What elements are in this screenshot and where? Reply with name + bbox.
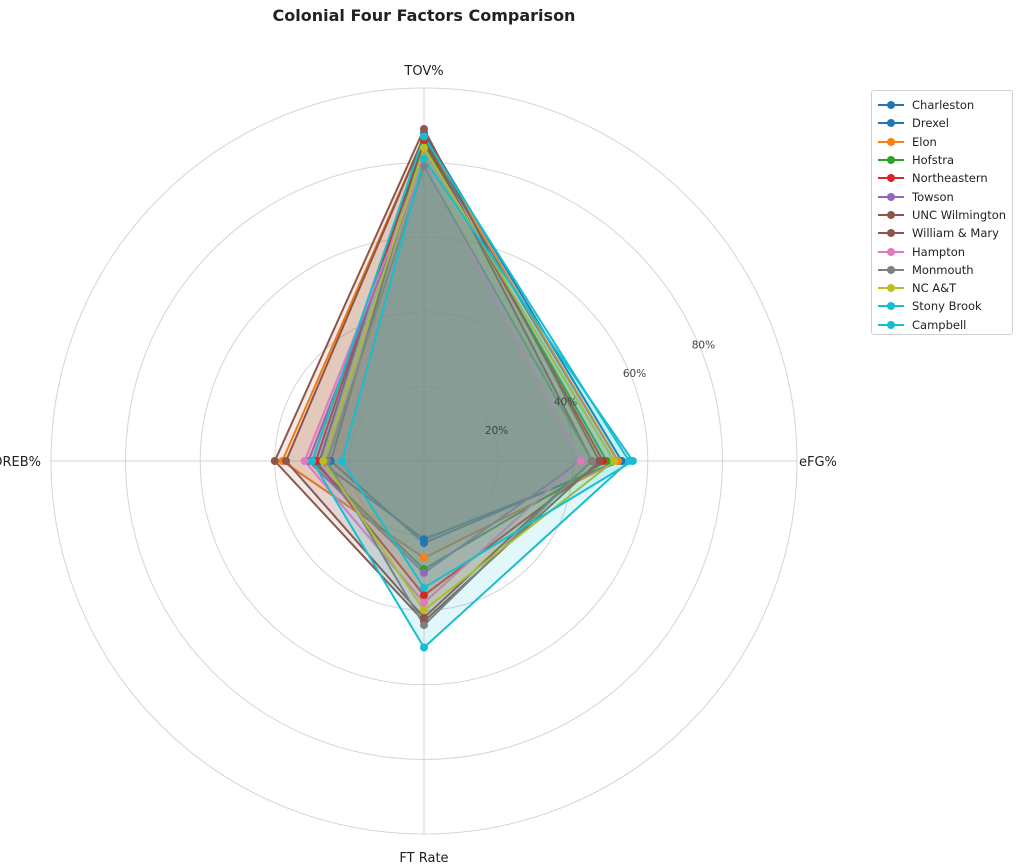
legend-swatch-9: [878, 247, 904, 257]
series-point-13-1: [628, 457, 637, 465]
legend-label-5: Northeastern: [912, 171, 988, 186]
legend-label-8: William & Mary: [912, 226, 999, 241]
legend-label-2: Drexel: [912, 116, 949, 131]
legend-swatch-4: [878, 155, 904, 165]
axis-label-4: FT Rate: [399, 851, 448, 866]
series-layer: [270, 125, 637, 652]
series-point-11-3: [319, 457, 328, 465]
legend-swatch-8: [878, 228, 904, 238]
series-point-2-4: [420, 539, 428, 548]
series-point-9-1: [576, 457, 585, 465]
series-point-9-4: [420, 598, 428, 607]
legend-label-4: Hofstra: [912, 153, 955, 168]
series-point-13-3: [337, 457, 346, 465]
series-point-12-4: [420, 643, 428, 652]
axis-label-1: eFG%: [799, 455, 837, 470]
ring-label-2: 40%: [554, 396, 577, 408]
legend-item-13: Campbell: [878, 316, 1012, 334]
legend-item-6: Towson: [878, 187, 1012, 205]
series-point-10-1: [587, 457, 596, 465]
series-point-8-3: [270, 457, 279, 465]
series-point-5-4: [420, 591, 428, 600]
legend-label-12: Stony Brook: [912, 299, 982, 314]
series-point-3-4: [420, 554, 428, 562]
legend-item-3: Elon: [878, 133, 1012, 151]
legend-label-3: Elon: [912, 134, 937, 149]
series-point-8-1: [595, 457, 604, 465]
radar-chart: 20% 40% 60% 80% eFG% TOV% OREB% FT Rate: [0, 64, 837, 866]
legend-swatch-7: [878, 210, 904, 220]
series-point-10-2: [420, 162, 428, 171]
legend-item-2: Drexel: [878, 114, 1012, 132]
legend-swatch-13: [878, 320, 904, 330]
series-point-11-4: [420, 606, 428, 615]
labels-layer: 20% 40% 60% 80% eFG% TOV% OREB% FT Rate: [0, 64, 837, 866]
legend-label-7: UNC Wilmington: [912, 207, 1007, 222]
series-point-9-3: [300, 457, 309, 465]
legend-label-9: Hampton: [912, 244, 966, 259]
legend-item-10: Monmouth: [878, 261, 1012, 279]
legend-label-10: Monmouth: [912, 262, 974, 277]
legend-label-13: Campbell: [912, 317, 967, 332]
series-point-6-4: [420, 568, 428, 577]
legend-swatch-11: [878, 283, 904, 293]
axis-label-2: TOV%: [403, 64, 443, 79]
legend-item-11: NC A&T: [878, 279, 1012, 297]
legend-item-4: Hofstra: [878, 151, 1012, 169]
chart-title: Colonial Four Factors Comparison: [272, 6, 576, 25]
ring-label-1: 20%: [485, 425, 508, 437]
series-point-12-3: [308, 457, 317, 465]
legend: Charleston Drexel Elon Hofstra Northeastern T…: [871, 90, 1013, 335]
legend-swatch-5: [878, 173, 904, 183]
legend-swatch-12: [878, 301, 904, 311]
series-point-8-2: [420, 125, 428, 133]
legend-swatch-6: [878, 192, 904, 202]
legend-swatch-1: [878, 100, 904, 110]
ring-label-3: 60%: [623, 368, 646, 380]
series-point-10-4: [420, 621, 428, 630]
legend-item-12: Stony Brook: [878, 297, 1012, 315]
ring-label-4: 80%: [692, 339, 715, 351]
legend-item-9: Hampton: [878, 242, 1012, 260]
series-point-12-2: [420, 132, 428, 141]
legend-item-7: UNC Wilmington: [878, 206, 1012, 224]
series-point-7-3: [282, 457, 290, 465]
legend-label-1: Charleston: [912, 98, 975, 113]
legend-label-11: NC A&T: [912, 281, 957, 296]
legend-swatch-2: [878, 118, 904, 128]
axis-label-3: OREB%: [0, 455, 41, 470]
legend-swatch-10: [878, 265, 904, 275]
series-point-13-2: [420, 154, 428, 163]
legend-item-8: William & Mary: [878, 224, 1012, 242]
legend-item-1: Charleston: [878, 96, 1012, 114]
legend-swatch-3: [878, 137, 904, 147]
series-point-11-2: [420, 143, 428, 152]
series-point-13-4: [420, 583, 428, 592]
legend-item-5: Northeastern: [878, 169, 1012, 187]
legend-label-6: Towson: [912, 189, 954, 204]
series-point-11-1: [610, 457, 619, 465]
